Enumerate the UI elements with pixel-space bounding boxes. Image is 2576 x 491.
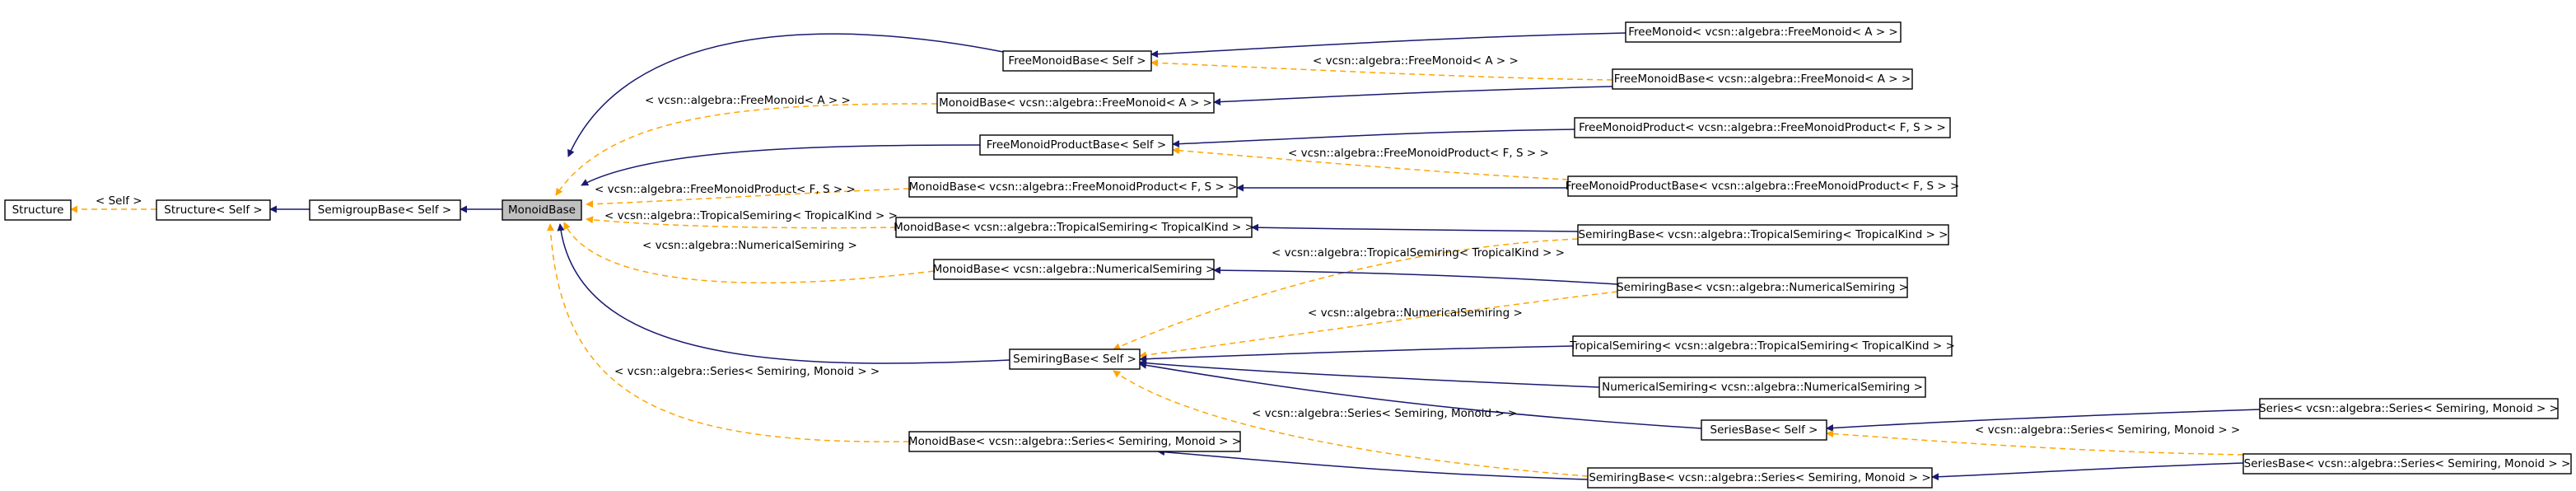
- edge-semiringbase-numerical-to-monoidbase-numerical: [1213, 266, 1618, 285]
- node-semiringbase-self[interactable]: SemiringBase< Self >: [1009, 348, 1141, 370]
- node-semiringbase-series[interactable]: SemiringBase< vcsn::algebra::Series< Sem…: [1587, 467, 1933, 489]
- svg-text:FreeMonoidBase< vcsn::algebra:: FreeMonoidBase< vcsn::algebra::FreeMonoi…: [1614, 72, 1911, 86]
- svg-text:SemiringBase< vcsn::algebra::T: SemiringBase< vcsn::algebra::TropicalSem…: [1579, 228, 1948, 241]
- svg-text:MonoidBase< vcsn::algebra::Tro: MonoidBase< vcsn::algebra::TropicalSemir…: [894, 221, 1254, 234]
- svg-text:FreeMonoidProductBase< Self >: FreeMonoidProductBase< Self >: [987, 138, 1166, 152]
- svg-text:SemiringBase< vcsn::algebra::S: SemiringBase< vcsn::algebra::Series< Sem…: [1589, 471, 1930, 484]
- edges: [70, 32, 2261, 481]
- node-seriesbase-self[interactable]: SeriesBase< Self >: [1701, 419, 1827, 441]
- node-structure-self[interactable]: Structure< Self >: [156, 199, 271, 221]
- edge-seriesbase-series-to-seriesbase-self: [1826, 430, 2244, 456]
- edge-monoidbase-tropical-to-monoidbase: [586, 216, 897, 229]
- edge-label-freemonoidproduct-fs-right: < vcsn::algebra::FreeMonoidProduct< F, S…: [1288, 147, 1549, 160]
- edge-monoidbase-series-to-monoidbase: [546, 223, 910, 442]
- edge-freemonoidbase-freemonoid-to-monoidbase-freemonoid: [1213, 86, 1613, 106]
- edge-label-numericalsemiring: < vcsn::algebra::NumericalSemiring >: [642, 239, 857, 252]
- svg-text:MonoidBase: MonoidBase: [508, 203, 576, 217]
- svg-text:FreeMonoidBase< Self >: FreeMonoidBase< Self >: [1008, 54, 1146, 68]
- node-semigroupbase-self[interactable]: SemigroupBase< Self >: [309, 199, 461, 221]
- node-monoidbase[interactable]: MonoidBase: [502, 199, 582, 221]
- node-series[interactable]: Series< vcsn::algebra::Series< Semiring,…: [2259, 398, 2559, 419]
- node-freemonoid[interactable]: FreeMonoid< vcsn::algebra::FreeMonoid< A…: [1625, 21, 1902, 43]
- svg-text:Structure: Structure: [12, 203, 64, 217]
- edge-semiringbase-self-to-monoidbase: [557, 223, 1010, 364]
- svg-text:FreeMonoidProduct< vcsn::algeb: FreeMonoidProduct< vcsn::algebra::FreeMo…: [1579, 121, 1946, 134]
- edge-seriesbase-series-to-semiringbase-series: [1931, 462, 2244, 481]
- edge-label-freemonoid-a-right: < vcsn::algebra::FreeMonoid< A > >: [1313, 54, 1519, 68]
- edge-monoidbase-numerical-to-monoidbase: [563, 222, 935, 283]
- node-freemonoidproduct[interactable]: FreeMonoidProduct< vcsn::algebra::FreeMo…: [1574, 117, 1951, 138]
- svg-text:Structure< Self >: Structure< Self >: [164, 203, 262, 217]
- node-freemonoidproductbase-self[interactable]: FreeMonoidProductBase< Self >: [979, 134, 1174, 156]
- edge-label-self: < Self >: [96, 194, 142, 208]
- edge-labels: < Self > < vcsn::algebra::FreeMonoid< A …: [96, 54, 2240, 437]
- edge-monoidbase-freemonoid-to-monoidbase: [555, 103, 938, 196]
- node-tropicalsemiring[interactable]: TropicalSemiring< vcsn::algebra::Tropica…: [1569, 335, 1955, 357]
- svg-text:FreeMonoid< vcsn::algebra::Fre: FreeMonoid< vcsn::algebra::FreeMonoid< A…: [1628, 26, 1898, 39]
- edge-seriesbase-self-to-semiringbase-self: [1139, 361, 1702, 429]
- edge-label-freemonoidproduct-fs: < vcsn::algebra::FreeMonoidProduct< F, S…: [595, 183, 856, 196]
- edge-label-tropicalsemiring-kind: < vcsn::algebra::TropicalSemiring< Tropi…: [604, 209, 898, 222]
- svg-text:NumericalSemiring< vcsn::algeb: NumericalSemiring< vcsn::algebra::Numeri…: [1602, 381, 1923, 394]
- node-freemonoidbase-self[interactable]: FreeMonoidBase< Self >: [1002, 50, 1152, 72]
- edge-label-tropicalsemiring-kind-right: < vcsn::algebra::TropicalSemiring< Tropi…: [1272, 246, 1565, 260]
- edge-semiringbase-tropical-to-semiringbase-self: [1113, 238, 1579, 350]
- svg-text:MonoidBase< vcsn::algebra::Num: MonoidBase< vcsn::algebra::NumericalSemi…: [933, 263, 1216, 276]
- node-structure[interactable]: Structure: [4, 199, 72, 221]
- svg-text:FreeMonoidProductBase< vcsn::a: FreeMonoidProductBase< vcsn::algebra::Fr…: [1566, 180, 1960, 193]
- node-semiringbase-numericalsemiring[interactable]: SemiringBase< vcsn::algebra::NumericalSe…: [1617, 277, 1908, 298]
- edge-series-to-seriesbase-self: [1826, 409, 2261, 433]
- node-monoidbase-tropicalsemiring[interactable]: MonoidBase< vcsn::algebra::TropicalSemir…: [894, 217, 1254, 238]
- edge-monoidbase-freemonoidproduct-to-monoidbase: [586, 188, 910, 208]
- edge-freemonoidproductbase-self-to-monoidbase: [581, 144, 981, 186]
- edge-freemonoidbase-self-to-monoidbase: [567, 33, 1004, 157]
- node-monoidbase-series[interactable]: MonoidBase< vcsn::algebra::Series< Semir…: [908, 431, 1241, 452]
- edge-label-numericalsemiring-right: < vcsn::algebra::NumericalSemiring >: [1308, 306, 1523, 320]
- svg-text:MonoidBase< vcsn::algebra::Fre: MonoidBase< vcsn::algebra::FreeMonoidPro…: [909, 180, 1238, 194]
- svg-text:SemiringBase< Self >: SemiringBase< Self >: [1013, 353, 1136, 366]
- node-semiringbase-tropicalsemiring[interactable]: SemiringBase< vcsn::algebra::TropicalSem…: [1577, 224, 1949, 246]
- edge-freemonoid-to-freemonoidbase-self: [1150, 32, 1626, 58]
- edge-freemonoidproduct-to-freemonoidproductbase-self: [1172, 129, 1575, 148]
- nodes: Structure Structure< Self > SemigroupBas…: [4, 21, 2572, 489]
- svg-text:MonoidBase< vcsn::algebra::Fre: MonoidBase< vcsn::algebra::FreeMonoid< A…: [939, 96, 1212, 110]
- node-freemonoidbase-freemonoid[interactable]: FreeMonoidBase< vcsn::algebra::FreeMonoi…: [1612, 68, 1913, 90]
- node-freemonoidproductbase-freemonoidproduct[interactable]: FreeMonoidProductBase< vcsn::algebra::Fr…: [1566, 175, 1960, 197]
- svg-text:SemigroupBase< Self >: SemigroupBase< Self >: [318, 203, 451, 217]
- edge-numericalsemiring-to-semiringbase-self: [1139, 359, 1600, 388]
- node-monoidbase-numericalsemiring[interactable]: MonoidBase< vcsn::algebra::NumericalSemi…: [933, 259, 1216, 280]
- edge-semiringbase-series-to-monoidbase-series: [1157, 448, 1589, 480]
- node-numericalsemiring[interactable]: NumericalSemiring< vcsn::algebra::Numeri…: [1598, 376, 1926, 398]
- edge-semiringbase-numerical-to-semiringbase-self: [1139, 291, 1618, 359]
- svg-text:Series< vcsn::algebra::Series<: Series< vcsn::algebra::Series< Semiring,…: [2259, 402, 2559, 415]
- edge-freemonoidproductbase-fmp-to-freemonoidproductbase-self: [1172, 147, 1569, 180]
- edge-label-series-sm: < vcsn::algebra::Series< Semiring, Monoi…: [614, 365, 880, 378]
- svg-text:MonoidBase< vcsn::algebra::Ser: MonoidBase< vcsn::algebra::Series< Semir…: [908, 435, 1241, 448]
- svg-text:TropicalSemiring< vcsn::algebr: TropicalSemiring< vcsn::algebra::Tropica…: [1569, 339, 1955, 353]
- svg-text:SeriesBase< vcsn::algebra::Ser: SeriesBase< vcsn::algebra::Series< Semir…: [2244, 457, 2571, 470]
- node-seriesbase-series[interactable]: SeriesBase< vcsn::algebra::Series< Semir…: [2242, 453, 2572, 475]
- edge-label-series-sm-mid: < vcsn::algebra::Series< Semiring, Monoi…: [1252, 407, 1517, 420]
- edge-label-series-sm-right: < vcsn::algebra::Series< Semiring, Monoi…: [1975, 423, 2240, 437]
- edge-semiringbase-tropical-to-monoidbase-tropical: [1251, 223, 1579, 232]
- svg-text:SeriesBase< Self >: SeriesBase< Self >: [1710, 423, 1818, 437]
- edge-label-freemonoid-a: < vcsn::algebra::FreeMonoid< A > >: [645, 94, 851, 107]
- svg-text:SemiringBase< vcsn::algebra::N: SemiringBase< vcsn::algebra::NumericalSe…: [1617, 281, 1908, 294]
- node-monoidbase-freemonoidproduct[interactable]: MonoidBase< vcsn::algebra::FreeMonoidPro…: [908, 176, 1238, 198]
- edge-tropicalsemiring-to-semiringbase-self: [1139, 345, 1574, 363]
- node-monoidbase-freemonoid[interactable]: MonoidBase< vcsn::algebra::FreeMonoid< A…: [936, 92, 1215, 114]
- edge-semiringbase-series-to-semiringbase-self: [1113, 370, 1589, 477]
